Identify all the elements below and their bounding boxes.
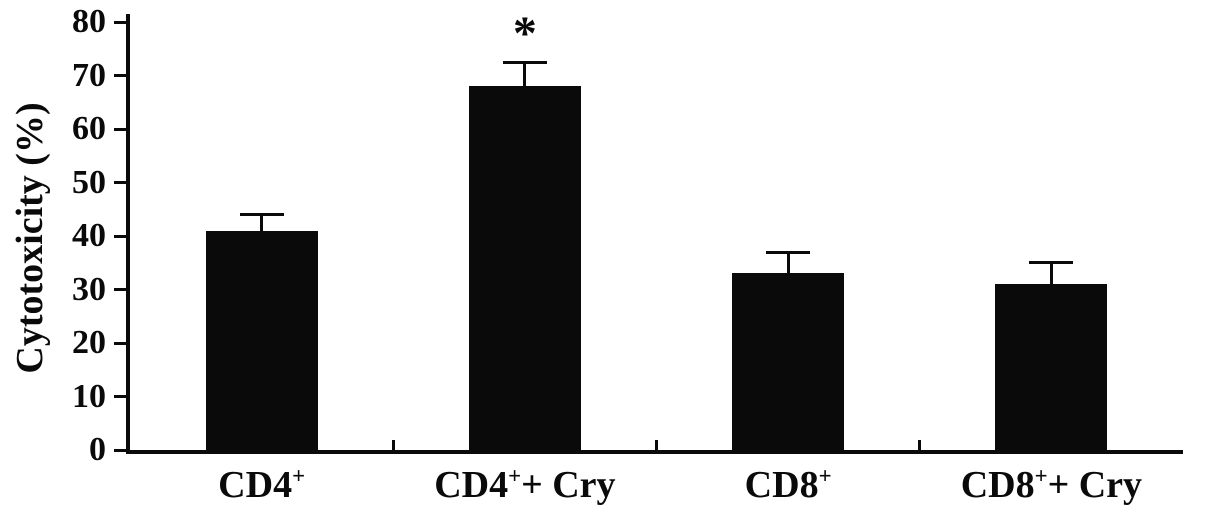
bar-2 (732, 273, 845, 450)
x-tick-mark (918, 440, 922, 450)
category-label-2: CD8+ (744, 463, 832, 506)
x-axis-line (126, 450, 1183, 454)
error-bar-cap-2 (766, 250, 811, 254)
y-tick-mark (114, 74, 126, 77)
y-tick-label-60: 60 (72, 110, 106, 147)
category-label-base: CD4 (434, 464, 509, 506)
y-tick-label-30: 30 (72, 270, 106, 308)
category-label-rest: + Cry (1047, 464, 1143, 506)
error-bar-cap-3 (1029, 261, 1074, 265)
y-tick-label-20: 20 (72, 324, 106, 361)
error-bar-line-3 (1049, 262, 1053, 285)
y-tick-label-40: 40 (72, 217, 106, 254)
x-tick-mark (655, 440, 658, 450)
category-label-0: CD4+ (218, 463, 306, 506)
significance-marker-1: * (512, 7, 537, 61)
category-label-rest: + Cry (521, 464, 616, 506)
y-tick-mark (114, 288, 126, 291)
y-tick-label-10: 10 (72, 377, 106, 415)
category-label-3: CD8++ Cry (960, 463, 1143, 506)
y-tick-mark (114, 448, 126, 452)
category-label-superscript: + (818, 463, 832, 489)
error-bar-line-0 (260, 214, 264, 231)
category-label-1: CD4++ Cry (434, 463, 616, 506)
y-tick-label-80: 80 (72, 3, 106, 40)
bar-0 (205, 230, 318, 450)
category-label-base: CD8 (744, 464, 819, 506)
y-tick-mark (114, 181, 126, 184)
bar-1 (468, 86, 581, 450)
bar-3 (995, 284, 1108, 450)
y-tick-label-70: 70 (72, 56, 106, 94)
y-tick-mark (114, 234, 126, 238)
y-tick-mark (114, 395, 126, 398)
y-tick-mark (114, 341, 126, 345)
x-tick-mark (391, 440, 395, 450)
y-axis-line (126, 14, 130, 450)
y-tick-mark (114, 20, 126, 24)
y-tick-label-0: 0 (89, 431, 106, 468)
y-tick-mark (114, 127, 126, 131)
category-label-superscript: + (1034, 463, 1048, 489)
error-bar-line-2 (786, 252, 790, 274)
error-bar-cap-0 (239, 213, 284, 217)
category-label-superscript: + (292, 463, 306, 489)
error-bar-cap-1 (502, 60, 547, 64)
category-label-base: CD8 (960, 464, 1035, 506)
category-label-base: CD4 (218, 464, 293, 506)
error-bar-line-1 (523, 62, 527, 87)
category-label-superscript: + (508, 463, 522, 489)
y-tick-label-50: 50 (72, 163, 106, 201)
